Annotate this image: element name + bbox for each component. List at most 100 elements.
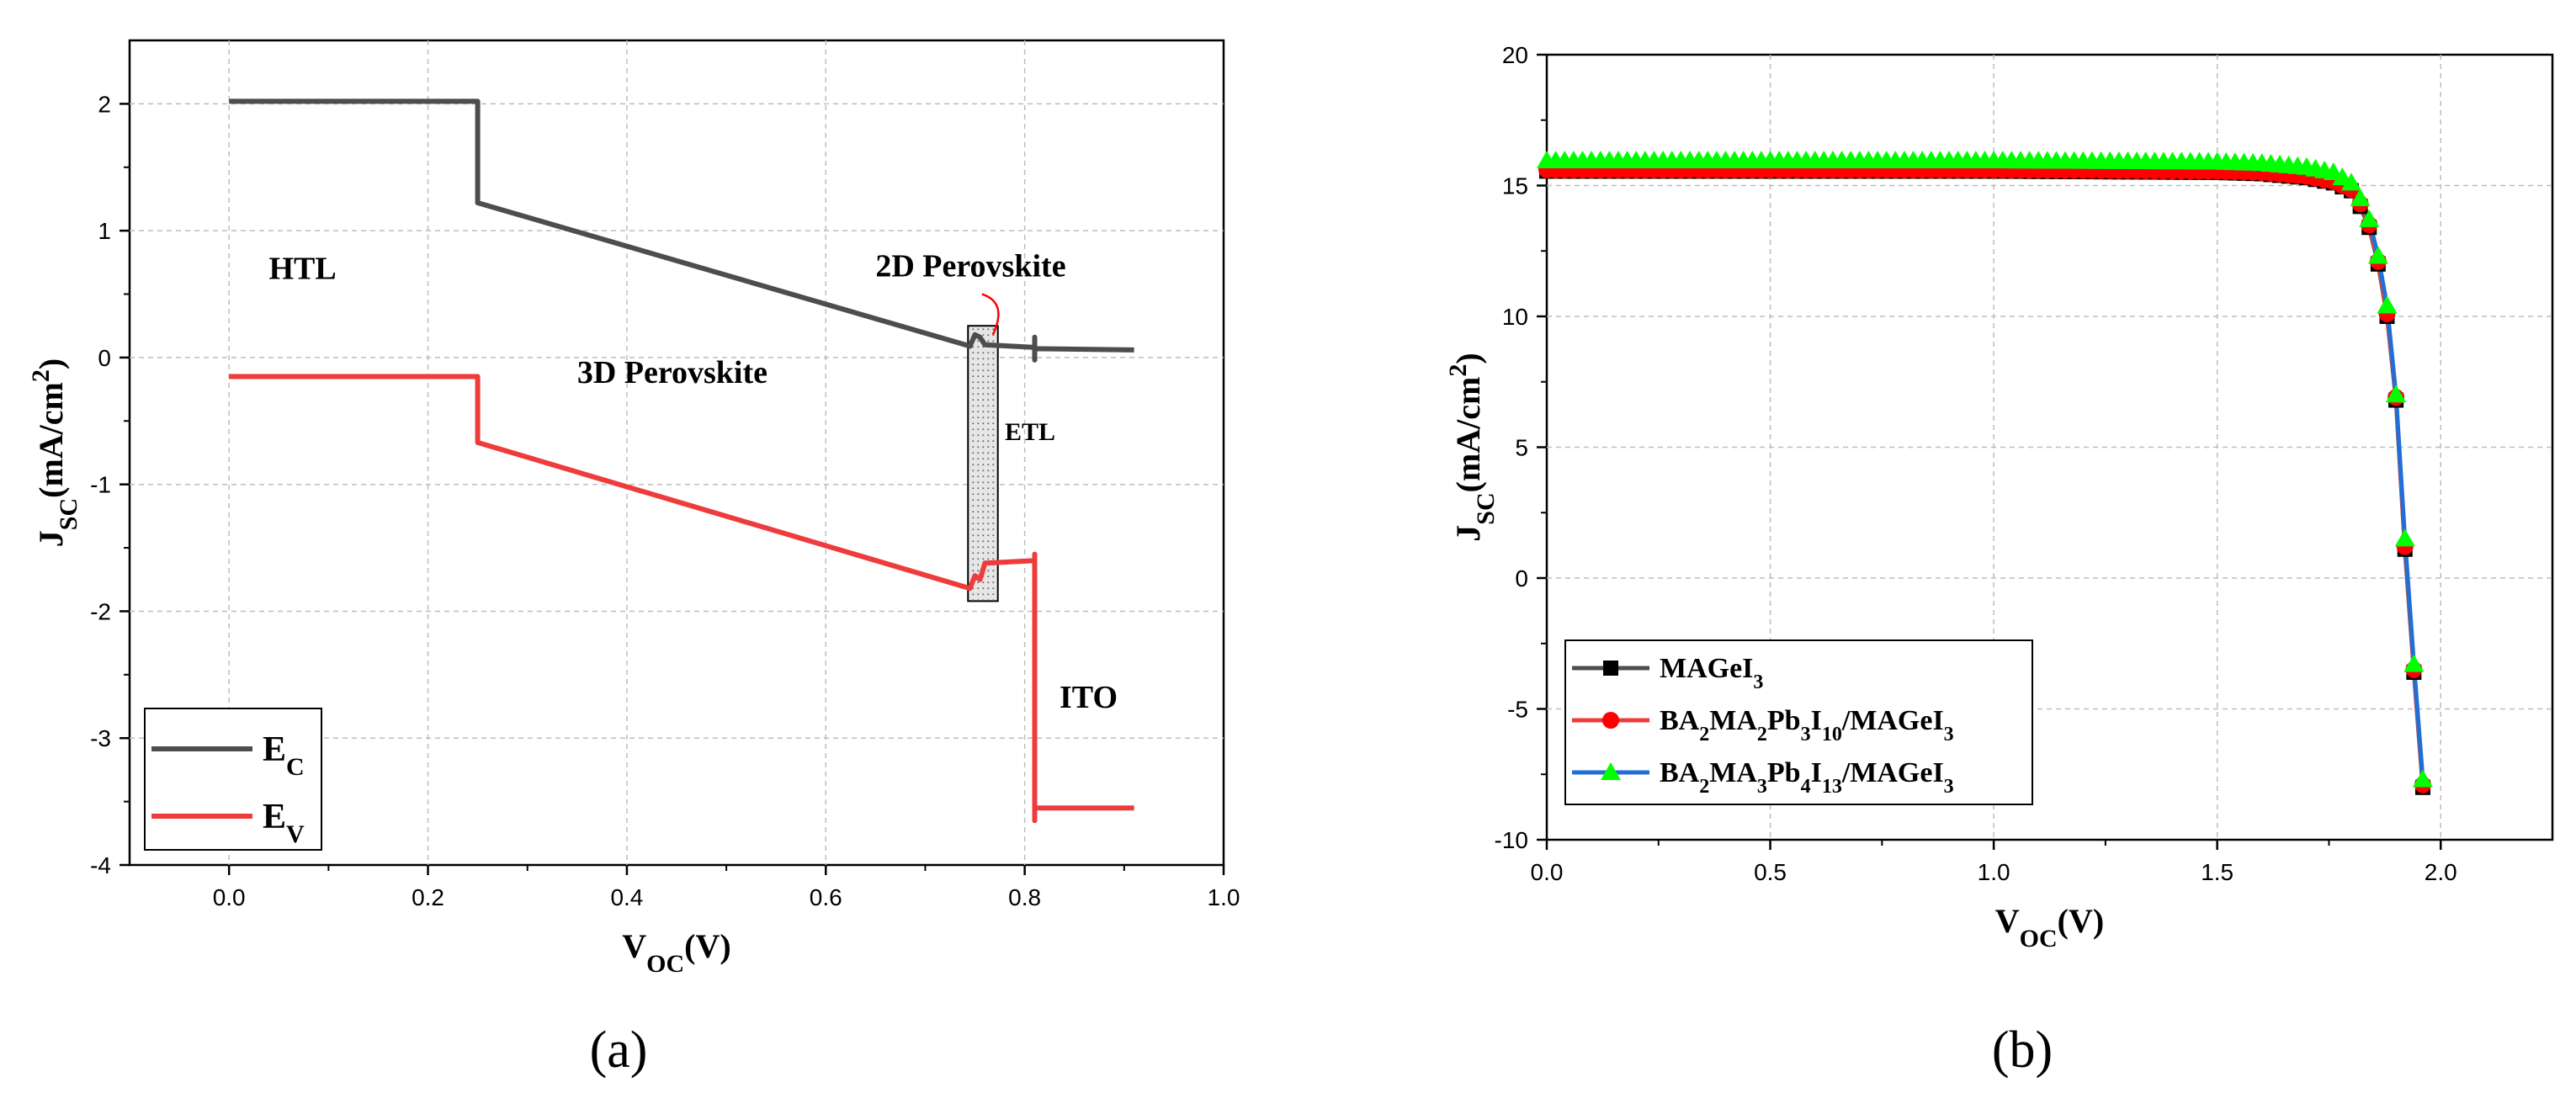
legend-label: MAGeI3 <box>1660 653 1763 693</box>
etl-dot <box>987 552 990 554</box>
legend-label: EC <box>263 730 305 781</box>
chart-b-series <box>1537 150 2433 795</box>
etl-dot <box>977 464 980 466</box>
etl-dot <box>987 458 990 460</box>
etl-dot <box>992 340 995 342</box>
etl-dot <box>977 346 980 348</box>
etl-dot <box>972 369 975 372</box>
etl-dot <box>987 523 990 525</box>
marker-triangle <box>2367 246 2388 264</box>
chart-b-y-axis-label: JSC(mA/cm2) <box>1444 353 1500 541</box>
chart-b-y-tick-label: -5 <box>1507 697 1528 723</box>
etl-dot <box>982 581 985 584</box>
chart-a-y-tick-label: -4 <box>90 852 111 878</box>
etl-dot <box>982 511 985 513</box>
etl-dot <box>977 399 980 401</box>
chart-b-x-tick-label: 0.5 <box>1754 859 1787 885</box>
chart-a-gridlines <box>130 40 1224 865</box>
marker-triangle <box>2394 528 2415 547</box>
chart-a-x-tick-label: 0.0 <box>213 884 246 910</box>
etl-dot <box>972 328 975 331</box>
etl-dot <box>977 558 980 560</box>
etl-dot <box>972 387 975 390</box>
etl-dot <box>992 481 995 484</box>
etl-dot <box>972 440 975 443</box>
etl-dot <box>987 328 990 331</box>
etl-dot <box>972 458 975 460</box>
etl-dot <box>977 422 980 425</box>
chart-a-legend: EC EV <box>144 708 322 851</box>
marker-triangle <box>2386 385 2407 403</box>
legend-label: BA2MA3Pb4I13/MAGeI3 <box>1660 757 1954 798</box>
etl-dot <box>992 363 995 366</box>
etl-dot <box>987 393 990 395</box>
chart-a-x-tick-label: 1.0 <box>1208 884 1240 910</box>
chart-b-y-tick-label: 5 <box>1515 435 1528 461</box>
chart-b-x-axis-label: VOC(V) <box>1995 902 2104 952</box>
etl-dot <box>982 375 985 378</box>
etl-dot <box>992 458 995 460</box>
etl-dot <box>982 546 985 549</box>
etl-dot <box>977 523 980 525</box>
marker-triangle <box>2341 172 2361 191</box>
etl-dot <box>977 440 980 443</box>
etl-dot <box>987 576 990 578</box>
etl-dot <box>977 546 980 549</box>
etl-dot <box>992 570 995 572</box>
etl-dot <box>972 422 975 425</box>
etl-dot <box>992 399 995 401</box>
etl-dot <box>982 352 985 354</box>
etl-dot <box>982 558 985 560</box>
etl-dot <box>972 428 975 431</box>
etl-dot <box>977 405 980 407</box>
etl-dot <box>992 393 995 395</box>
etl-dot <box>987 428 990 431</box>
etl-dot <box>977 540 980 543</box>
etl-dot <box>992 470 995 472</box>
etl-dot <box>977 387 980 390</box>
etl-dot <box>982 452 985 454</box>
etl-dot <box>972 552 975 554</box>
annotation: ETL <box>1005 418 1055 446</box>
etl-dot <box>972 481 975 484</box>
etl-dot <box>972 405 975 407</box>
etl-dot <box>977 369 980 372</box>
etl-dot <box>987 511 990 513</box>
etl-dot <box>992 417 995 419</box>
etl-dot <box>972 528 975 531</box>
etl-dot <box>982 393 985 395</box>
etl-dot <box>977 487 980 490</box>
etl-dot <box>987 540 990 543</box>
etl-dot <box>992 411 995 413</box>
chart-a-annotations: HTL 3D Perovskite 2D Perovskite ETL ITO <box>268 248 1118 715</box>
etl-dot <box>987 481 990 484</box>
etl-dot <box>982 369 985 372</box>
chart-a-y-axis-label: JSC(mA/cm2) <box>27 358 82 547</box>
etl-dot <box>992 528 995 531</box>
marker-triangle <box>2403 654 2425 672</box>
chart-a-y-tick-label: 1 <box>98 218 111 244</box>
etl-dot <box>982 517 985 519</box>
etl-dot <box>982 411 985 413</box>
etl-dot <box>977 328 980 331</box>
etl-dot <box>987 369 990 372</box>
etl-dot <box>982 417 985 419</box>
etl-dot <box>982 499 985 501</box>
chart-b-x-tick-label: 1.5 <box>2201 859 2233 885</box>
etl-dot <box>992 487 995 490</box>
etl-dot <box>982 487 985 490</box>
etl-dot <box>987 499 990 501</box>
etl-dot <box>987 452 990 454</box>
chart-b-legend: MAGeI3 BA2MA2Pb3I10/MAGeI3 BA2MA3Pb4I13/MA… <box>1564 639 2033 805</box>
annotation: ITO <box>1060 680 1118 715</box>
etl-dot <box>982 470 985 472</box>
etl-dot <box>992 422 995 425</box>
marker-square <box>1603 661 1618 676</box>
etl-dot <box>992 452 995 454</box>
etl-dot <box>992 540 995 543</box>
etl-dot <box>977 381 980 384</box>
etl-dot <box>987 475 990 478</box>
etl-dot <box>977 517 980 519</box>
etl-dot <box>977 499 980 501</box>
